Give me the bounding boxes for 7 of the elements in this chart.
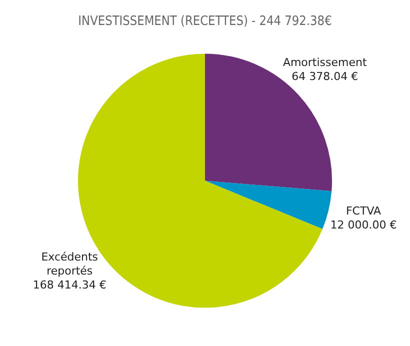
chart-title: INVESTISSEMENT (RECETTES) - 244 792.38€ — [78, 13, 332, 28]
slice-label: FCTVA — [346, 204, 382, 218]
slice-label: Amortissement — [282, 56, 368, 70]
data-label: 168 414.34 € — [32, 278, 106, 292]
data-label: 64 378.04 € — [292, 70, 358, 84]
data-label: 12 000.00 € — [330, 218, 397, 232]
slice-label: Excédents reportés — [41, 250, 98, 278]
